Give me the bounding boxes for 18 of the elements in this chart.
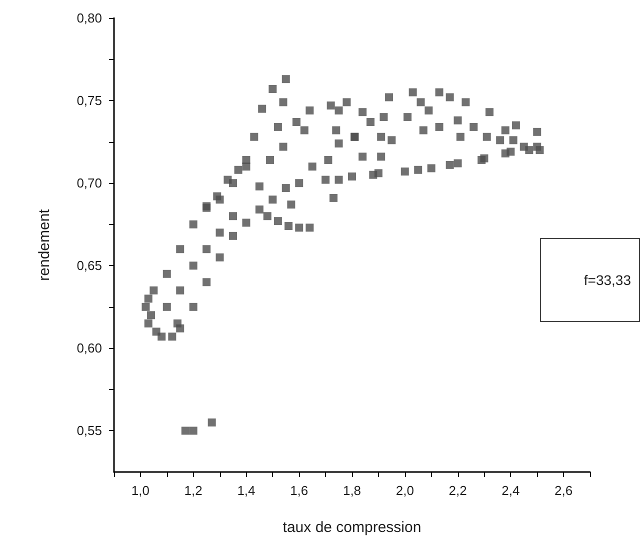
y-tick-label: 0,60 [76, 340, 102, 356]
x-tick-label: 1,4 [237, 483, 256, 498]
x-tick-label: 1,0 [131, 483, 150, 498]
x-tick-label: 2,6 [554, 483, 573, 498]
x-axis-title: taux de compression [282, 519, 422, 536]
x-tick-label: 1,2 [184, 483, 202, 498]
x-tick-label: 2,2 [448, 483, 467, 498]
x-tick-label: 1,6 [290, 483, 308, 498]
x-tick-label: 2,4 [502, 483, 520, 498]
y-tick-label: 0,65 [76, 258, 102, 274]
y-tick-label: 0,75 [76, 93, 102, 108]
x-tick-label: 2,0 [396, 483, 414, 498]
y-tick-label: 0,55 [76, 423, 102, 438]
annotation: f=33,33 [584, 272, 631, 288]
y-tick-label: 0,80 [76, 10, 102, 26]
x-tick-label: 1,8 [342, 483, 362, 498]
y-axis-title: rendement [36, 208, 53, 281]
y-tick-label: 0,70 [76, 176, 102, 191]
